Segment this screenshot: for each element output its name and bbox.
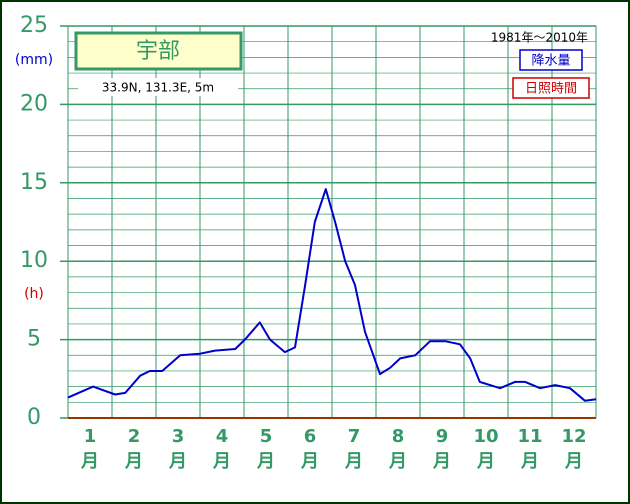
y-tick-label: 20 [20,91,48,116]
legend-box [519,49,583,71]
legend-box [512,77,590,99]
y2-unit: (h) [24,286,44,302]
x-tick-label: 1 [84,426,97,447]
x-tick-label: 6 [304,426,317,447]
x-tick-label: 2 [128,426,141,447]
y-tick-label: 15 [20,170,48,195]
y-unit: (mm) [15,52,53,68]
period: 1981年〜2010年 [491,31,588,45]
legend-label: 日照時間 [525,82,577,97]
x-unit: 月 [80,451,99,472]
x-tick-label: 11 [517,426,542,447]
x-tick-label: 8 [392,426,405,447]
x-tick-label: 9 [436,426,449,447]
legend-label: 降水量 [531,54,570,69]
x-unit: 月 [432,451,451,472]
x-tick-label: 12 [561,426,586,447]
x-tick-label: 5 [260,426,273,447]
x-unit: 月 [300,451,319,472]
x-unit: 月 [256,451,275,472]
x-unit: 月 [168,451,187,472]
x-unit: 月 [520,451,539,472]
chart-title: 宇部 [136,39,180,64]
x-unit: 月 [476,451,495,472]
x-unit: 月 [212,451,231,472]
subtitle: 33.9N, 131.3E, 5m [102,81,214,95]
x-unit: 月 [124,451,143,472]
title-box [74,31,243,71]
x-unit: 月 [344,451,363,472]
subtitle-bg [78,78,238,96]
line [67,188,597,402]
y-tick-label: 25 [20,13,48,38]
x-tick-label: 3 [172,426,185,447]
x-unit: 月 [564,451,583,472]
y-tick-label: 10 [20,248,48,273]
x-tick-label: 7 [348,426,361,447]
x-tick-label: 4 [216,426,229,447]
y-tick-label: 5 [27,327,41,352]
x-unit: 月 [388,451,407,472]
y-tick-label: 0 [27,405,41,430]
x-tick-label: 10 [473,426,498,447]
